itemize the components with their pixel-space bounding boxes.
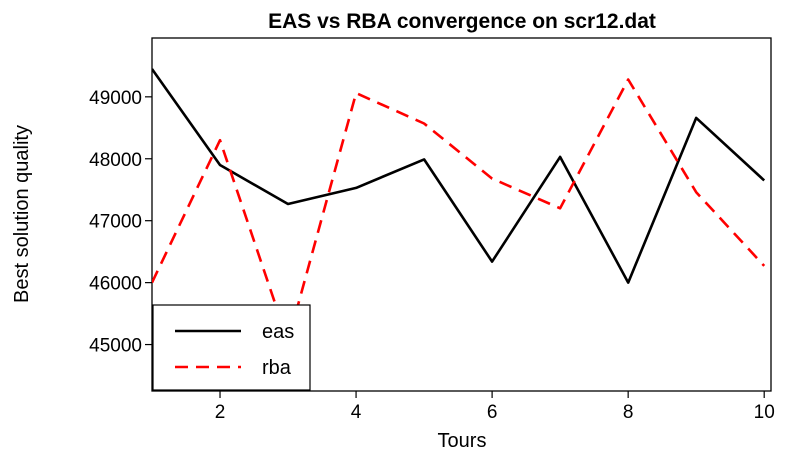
legend-label-eas: eas	[262, 321, 294, 343]
y-tick-label: 45000	[89, 336, 142, 357]
y-tick-label: 49000	[89, 88, 142, 109]
legend-box	[152, 304, 311, 391]
series-line-rba	[152, 78, 766, 343]
plot-area-frame	[151, 37, 772, 392]
y-tick-label: 48000	[89, 150, 142, 171]
y-axis-ticks: 45000 46000 47000 48000 49000	[89, 88, 152, 357]
x-axis-ticks: 2 4 6 8 10	[215, 391, 775, 423]
legend-label-rba: rba	[262, 357, 292, 379]
x-tick-label: 8	[623, 402, 634, 423]
x-tick-label: 2	[215, 402, 226, 423]
y-tick-label: 46000	[89, 274, 142, 295]
x-tick-label: 10	[754, 402, 775, 423]
series-layer	[152, 68, 766, 343]
x-tick-label: 4	[351, 402, 362, 423]
y-tick-label: 47000	[89, 212, 142, 233]
chart-title: EAS vs RBA convergence on scr12.dat	[268, 10, 656, 33]
y-axis-label: Best solution quality	[11, 125, 33, 303]
chart-legend: eas rba	[152, 304, 311, 391]
x-tick-label: 6	[487, 402, 498, 423]
x-axis-label: Tours	[438, 430, 487, 450]
series-line-eas	[152, 68, 766, 284]
